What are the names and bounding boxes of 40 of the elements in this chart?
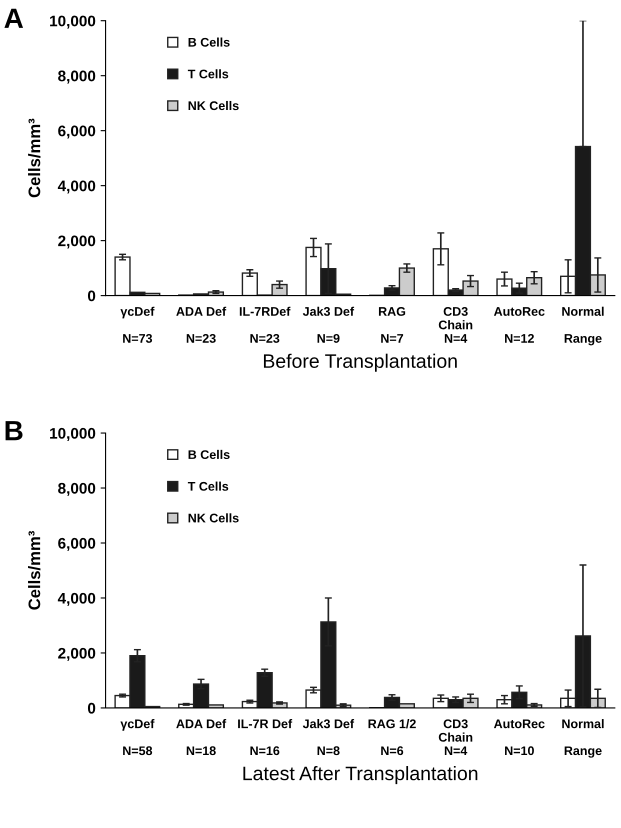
legend-label: B Cells <box>188 450 230 460</box>
category-label: RAG N=7 <box>378 307 406 343</box>
category-label: RAG 1/2 N=6 <box>368 719 416 756</box>
y-tick-label: 6,000 <box>58 126 96 139</box>
category-label: γcDef N=73 <box>120 306 154 343</box>
category-label: Jak3 Def N=9 <box>302 306 354 343</box>
category-label: IL-7R Def N=16 <box>238 719 292 756</box>
category-label: AutoRec N=12 <box>494 307 545 343</box>
y-tick-label: 8,000 <box>58 70 96 84</box>
y-tick-label: 10,000 <box>50 16 96 29</box>
y-tick-label: 4,000 <box>58 592 96 606</box>
category-label: ADA Def N=23 <box>176 306 226 343</box>
y-tick-label: 2,000 <box>58 235 96 249</box>
text: A <box>4 8 24 28</box>
y-tick-label: 0 <box>88 702 96 714</box>
y-tick-label: 8,000 <box>58 482 96 496</box>
x-axis-title: Before Transplantation <box>264 354 457 372</box>
category-label: γcDef N=58 <box>120 719 154 756</box>
y-tick-label: 0 <box>88 290 96 302</box>
legend-label: B Cells <box>188 38 230 47</box>
category-label: Normal Range <box>562 306 604 346</box>
x-tick-label: CD3 Chain N=4 <box>438 719 472 756</box>
y-axis-title: Cells/mm³ <box>28 118 40 198</box>
legend-label: T Cells <box>188 482 228 491</box>
y-tick-label: 6,000 <box>58 538 96 551</box>
text: B <box>6 421 23 440</box>
y-tick-label: 10,000 <box>50 428 96 441</box>
category-label: Normal Range <box>562 719 604 758</box>
legend-label: NK Cells <box>188 100 239 110</box>
x-axis-title: Latest After Transplantation <box>243 766 478 784</box>
y-tick-label: 2,000 <box>58 648 96 661</box>
x-tick-label: CD3 Chain N=4 <box>438 307 472 343</box>
legend-label: T Cells <box>188 69 228 78</box>
category-label: ADA Def N=18 <box>176 719 226 756</box>
category-label: IL-7RDef N=23 <box>240 306 290 343</box>
legend-label: NK Cells <box>188 513 239 522</box>
y-axis-title: Cells/mm³ <box>28 531 40 610</box>
category-label: AutoRec N=10 <box>494 720 545 756</box>
category-label: Jak3 Def N=8 <box>302 719 354 756</box>
y-tick-label: 4,000 <box>58 180 96 194</box>
